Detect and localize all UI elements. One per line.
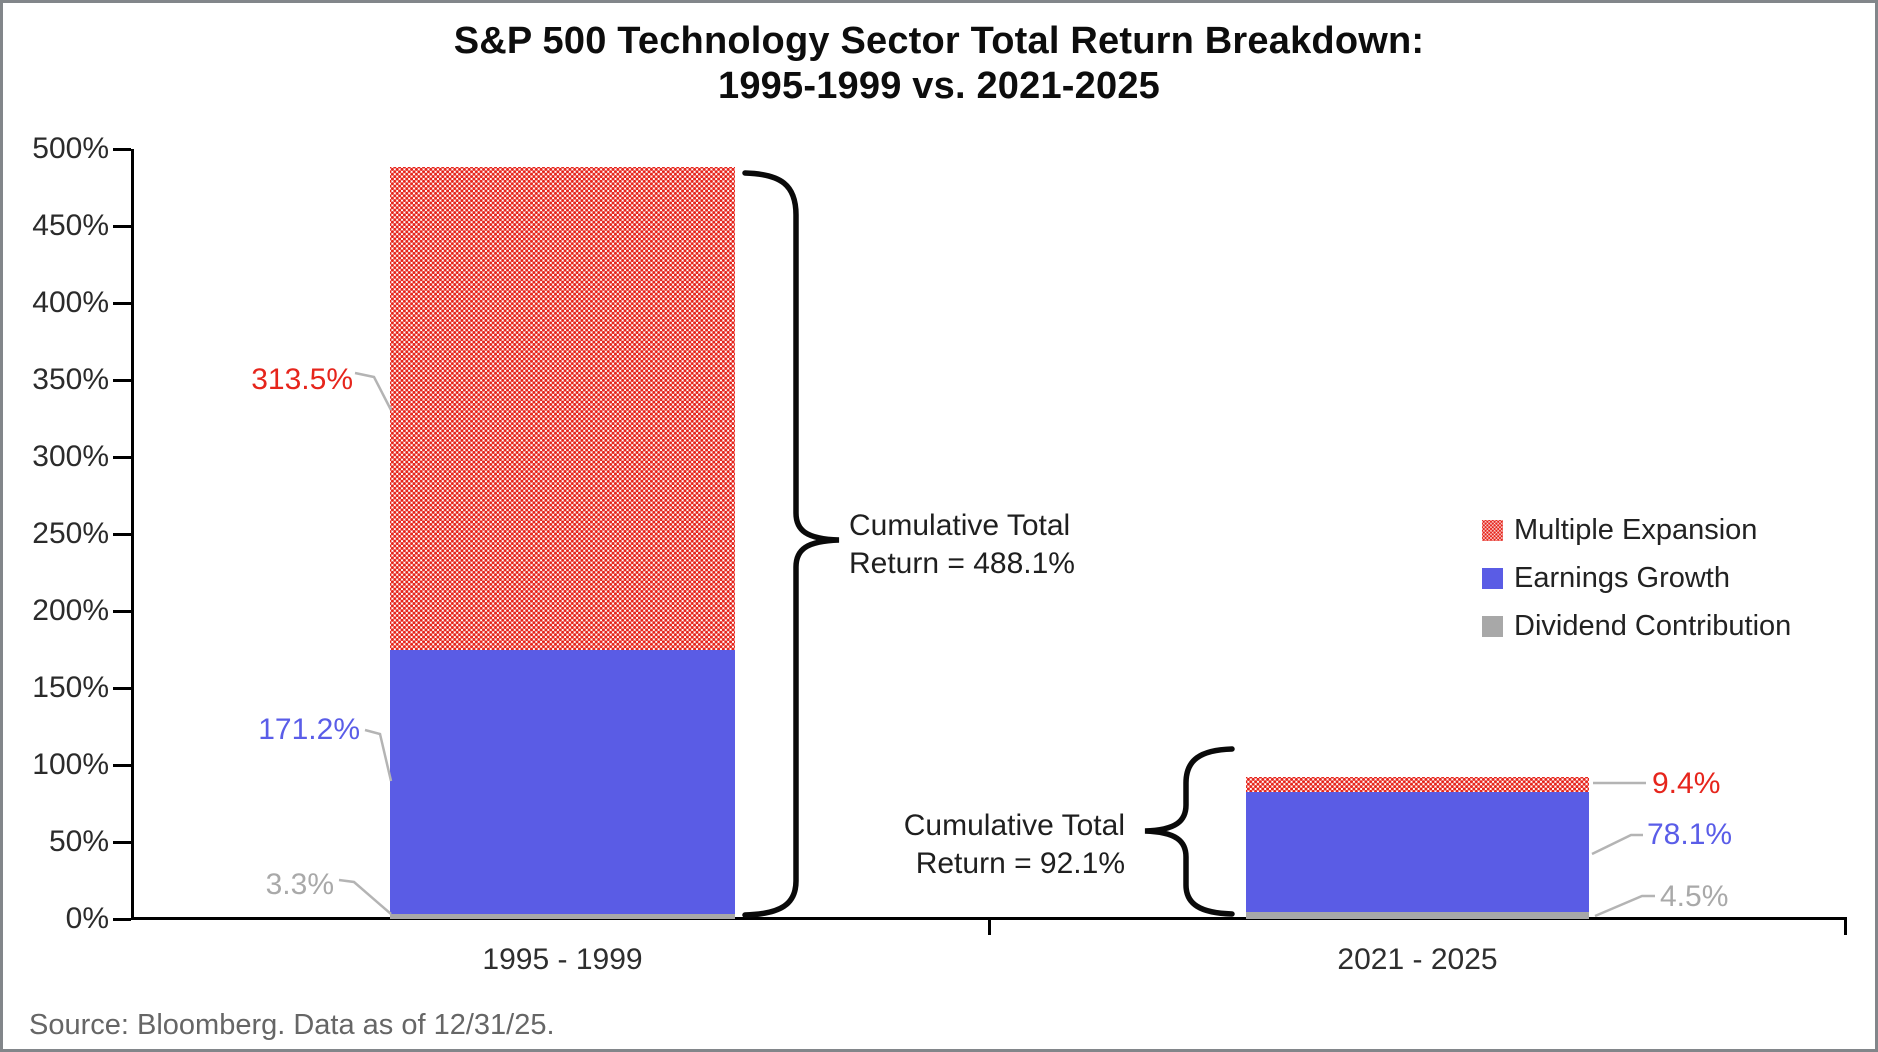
y-tick-label: 400% bbox=[32, 286, 109, 319]
y-tick-label: 200% bbox=[32, 594, 109, 627]
curly-brace-2021-2025 bbox=[1144, 746, 1235, 917]
value-label-earnings-1995: 171.2% bbox=[258, 713, 360, 746]
cumulative-total-annotation-2021: Cumulative Total Return = 92.1% bbox=[845, 807, 1125, 883]
value-label-earnings-2021: 78.1% bbox=[1647, 818, 1733, 851]
y-tick-label: 50% bbox=[48, 825, 109, 858]
legend-label-earnings-growth: Earnings Growth bbox=[1514, 561, 1730, 594]
legend-label-dividend-contribution: Dividend Contribution bbox=[1514, 609, 1792, 642]
x-axis-mid-tick bbox=[988, 917, 991, 935]
source-note: Source: Bloomberg. Data as of 12/31/25. bbox=[29, 1009, 555, 1041]
y-tick-label: 450% bbox=[32, 209, 109, 242]
x-category-label-1995-1999: 1995 - 1999 bbox=[482, 943, 643, 976]
annotation-line: Cumulative Total bbox=[903, 809, 1125, 842]
legend-row-dividend-contribution: Dividend Contribution bbox=[1482, 609, 1791, 643]
value-label-dividend-1995: 3.3% bbox=[265, 868, 334, 901]
y-tick-label: 100% bbox=[32, 748, 109, 781]
legend-swatch-multiple-expansion-icon bbox=[1482, 519, 1503, 541]
bar-segment-dividend-2021 - 2025 bbox=[1246, 912, 1589, 919]
leader-line-earnings-2021 bbox=[1591, 833, 1643, 856]
y-tick-label: 350% bbox=[32, 363, 109, 396]
bar-segment-dividend-1995 - 1999 bbox=[390, 913, 735, 919]
y-tick bbox=[113, 532, 131, 536]
y-tick-label: 500% bbox=[32, 132, 109, 165]
legend-label-multiple-expansion: Multiple Expansion bbox=[1514, 513, 1758, 546]
chart-title: S&P 500 Technology Sector Total Return B… bbox=[3, 19, 1875, 109]
leader-line-dividend-1995 bbox=[338, 878, 392, 915]
chart-title-line-2: 1995-1999 vs. 2021-2025 bbox=[718, 65, 1160, 107]
x-category-label-2021-2025: 2021 - 2025 bbox=[1337, 943, 1498, 976]
annotation-line: Return = 488.1% bbox=[849, 547, 1075, 580]
y-tick-label: 0% bbox=[65, 902, 109, 935]
y-tick bbox=[113, 455, 131, 459]
leader-line-dividend-2021 bbox=[1594, 894, 1655, 918]
legend-row-earnings-growth: Earnings Growth bbox=[1482, 561, 1791, 595]
legend-swatch-earnings-growth-icon bbox=[1482, 567, 1503, 589]
leader-line-earnings-1995 bbox=[364, 728, 393, 782]
annotation-line: Return = 92.1% bbox=[915, 847, 1125, 880]
y-axis-line bbox=[131, 149, 134, 920]
legend: Multiple Expansion Earnings Growth Divid… bbox=[1482, 513, 1791, 643]
y-tick bbox=[113, 686, 131, 690]
legend-swatch-dividend-contribution-icon bbox=[1482, 615, 1503, 637]
x-axis-end-tick bbox=[1844, 917, 1847, 935]
leader-line-multiple-1995 bbox=[354, 371, 393, 411]
y-tick bbox=[113, 224, 131, 228]
value-label-dividend-2021: 4.5% bbox=[1660, 880, 1729, 913]
bar-segment-multiple-2021 - 2025 bbox=[1246, 777, 1589, 792]
y-tick-label: 150% bbox=[32, 671, 109, 704]
y-tick-label: 250% bbox=[32, 517, 109, 550]
y-tick bbox=[113, 609, 131, 613]
y-tick bbox=[113, 301, 131, 305]
bar-segment-multiple-1995 - 1999 bbox=[390, 167, 735, 651]
legend-row-multiple-expansion: Multiple Expansion bbox=[1482, 513, 1791, 547]
bar-segment-earnings-2021 - 2025 bbox=[1246, 791, 1589, 913]
value-label-multiple-1995: 313.5% bbox=[251, 363, 353, 396]
y-tick bbox=[113, 378, 131, 382]
y-tick bbox=[113, 147, 131, 151]
y-tick bbox=[113, 763, 131, 767]
cumulative-total-annotation-1995: Cumulative Total Return = 488.1% bbox=[849, 507, 1075, 583]
bar-segment-earnings-1995 - 1999 bbox=[390, 650, 735, 914]
y-tick bbox=[113, 917, 131, 921]
y-tick bbox=[113, 840, 131, 844]
curly-brace-1995-1999 bbox=[742, 170, 840, 918]
annotation-line: Cumulative Total bbox=[849, 509, 1071, 542]
y-tick-label: 300% bbox=[32, 440, 109, 473]
value-label-multiple-2021: 9.4% bbox=[1652, 767, 1721, 800]
chart-title-line-1: S&P 500 Technology Sector Total Return B… bbox=[453, 20, 1425, 62]
